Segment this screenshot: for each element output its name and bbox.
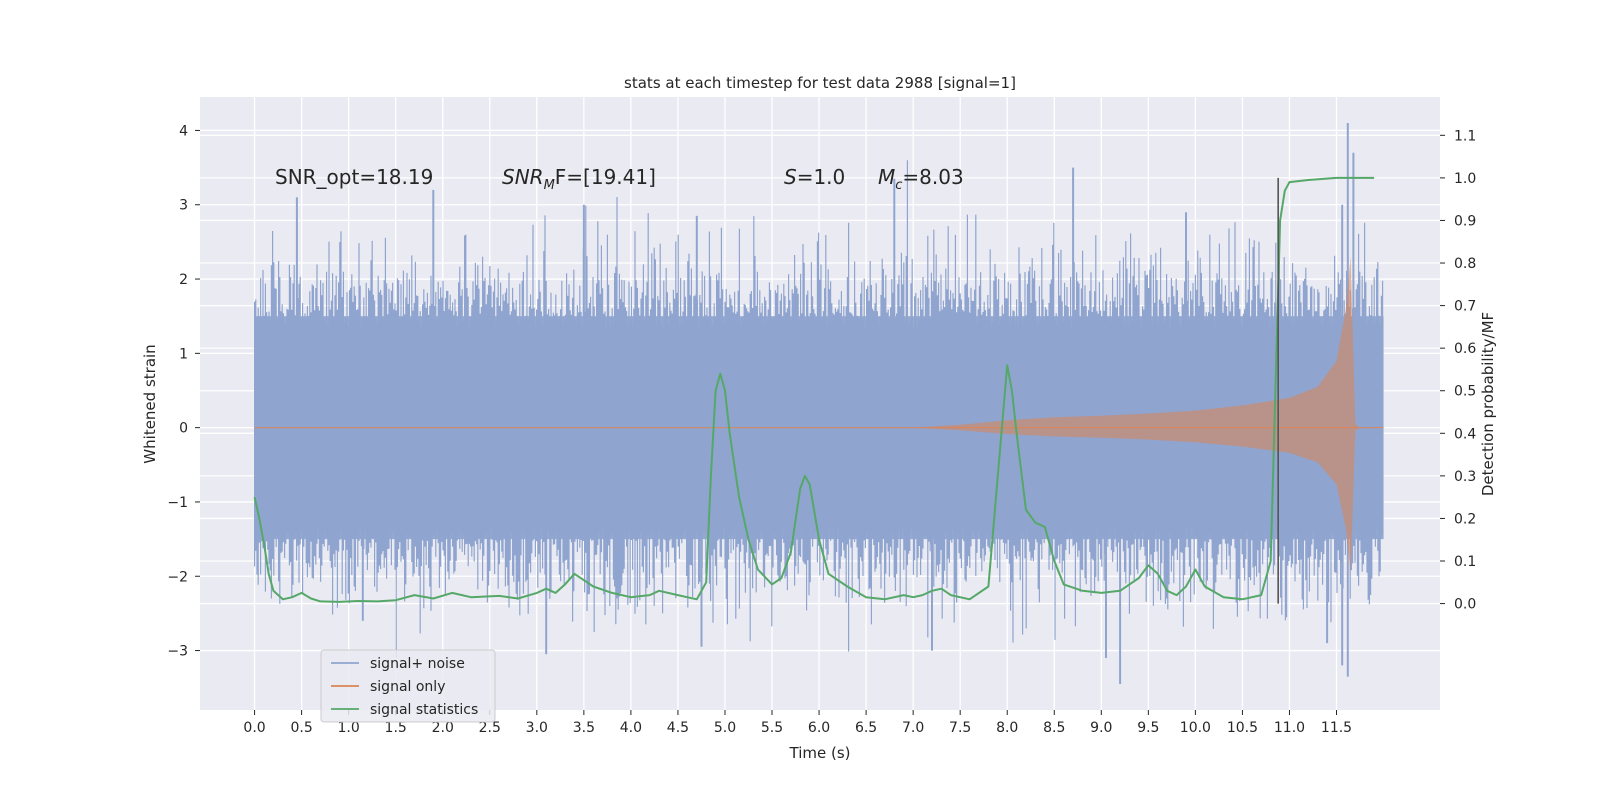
signal-statistics-line (253, 176, 1375, 603)
legend-label-signal: signal only (370, 679, 445, 695)
y-right-tick-label: 0.5 (1454, 384, 1476, 400)
x-axis-label: Time (s) (789, 744, 851, 762)
y-right-tick-label: 0.9 (1454, 213, 1476, 229)
y-right-tick-label: 0.7 (1454, 299, 1476, 315)
snr-mf-rest: F=[19.41] (555, 165, 656, 189)
y-left-tick-label: −3 (167, 644, 188, 660)
x-tick-label: 8.5 (1043, 720, 1065, 736)
y-right-tick-label: 0.6 (1454, 341, 1476, 357)
y-right-tick-label: 0.2 (1454, 511, 1476, 527)
x-tick-label: 7.0 (902, 720, 924, 736)
y-left-tick-label: 2 (179, 272, 188, 288)
x-tick-label: 9.5 (1137, 720, 1159, 736)
x-tick-label: 4.0 (620, 720, 642, 736)
snr-mf-sub: M (544, 178, 555, 193)
y-left-tick-label: 4 (179, 123, 188, 139)
mc-rest: =8.03 (902, 165, 963, 189)
legend: signal+ noise signal only signal statist… (320, 649, 496, 723)
x-tick-label: 2.0 (432, 720, 454, 736)
y-right-tick-label: 0.1 (1454, 554, 1476, 570)
y-right-tick-label: 0.0 (1454, 597, 1476, 613)
x-tick-label: 10.0 (1180, 720, 1211, 736)
signal-statistics-series (253, 176, 1375, 603)
x-tick-label: 1.5 (385, 720, 407, 736)
legend-label-noise: signal+ noise (370, 656, 465, 672)
snr-mf-var: SNR (502, 165, 544, 189)
mc-annotation: Mc=8.03 (878, 165, 964, 193)
right-y-axis-ticks: 0.0 0.1 0.2 0.3 0.4 0.5 0.6 0.7 0.8 0.9 1.0 1.1 (1440, 128, 1476, 613)
x-tick-label: 0.5 (290, 720, 312, 736)
y-right-tick-label: 0.3 (1454, 469, 1476, 485)
signal-only-series (254, 256, 1384, 573)
x-tick-label: 7.5 (949, 720, 971, 736)
y-left-tick-label: 0 (179, 421, 188, 437)
y-right-tick-label: 1.1 (1454, 128, 1476, 144)
x-tick-label: 3.5 (573, 720, 595, 736)
chart-title: stats at each timestep for test data 298… (624, 74, 1016, 92)
s-annotation: S=1.0 (784, 165, 845, 189)
x-tick-label: 5.0 (714, 720, 736, 736)
legend-label-statistics: signal statistics (370, 702, 478, 718)
x-tick-label: 11.5 (1321, 720, 1352, 736)
y-right-tick-label: 0.8 (1454, 256, 1476, 272)
signal-chirp (913, 256, 1360, 573)
x-tick-label: 3.0 (526, 720, 548, 736)
y-left-tick-label: −2 (167, 569, 188, 585)
snr-mf-annotation: SNRMF=[19.41] (502, 165, 656, 193)
x-tick-label: 10.5 (1227, 720, 1258, 736)
x-tick-label: 2.5 (479, 720, 501, 736)
right-y-axis-label: Detection probability/MF (1479, 312, 1497, 496)
y-right-tick-label: 0.4 (1454, 426, 1476, 442)
legend-box (320, 649, 496, 723)
left-y-axis-ticks: −3 −2 −1 0 1 2 3 4 (167, 123, 200, 660)
y-left-tick-label: 3 (179, 198, 188, 214)
s-rest: =1.0 (797, 165, 846, 189)
s-var: S (784, 165, 797, 189)
x-tick-label: 6.0 (808, 720, 830, 736)
x-tick-label: 11.0 (1274, 720, 1305, 736)
mc-var: M (878, 165, 895, 189)
x-tick-label: 0.0 (243, 720, 265, 736)
x-tick-label: 9.0 (1090, 720, 1112, 736)
y-left-tick-label: 1 (179, 346, 188, 362)
x-tick-label: 4.5 (667, 720, 689, 736)
snr-opt-annotation: SNR_opt=18.19 (275, 165, 433, 189)
left-y-axis-label: Whitened strain (141, 344, 159, 463)
y-left-tick-label: −1 (167, 495, 188, 511)
x-tick-label: 1.0 (338, 720, 360, 736)
y-right-tick-label: 1.0 (1454, 171, 1476, 187)
x-tick-label: 8.0 (996, 720, 1018, 736)
x-tick-label: 5.5 (761, 720, 783, 736)
x-axis-ticks: 0.0 0.5 1.0 1.5 2.0 2.5 3.0 3.5 4.0 4.5 5.0 5.5 6.0 6… (243, 710, 1352, 736)
x-tick-label: 6.5 (855, 720, 877, 736)
mc-sub: c (895, 178, 902, 193)
noise-spikes (295, 123, 1355, 684)
